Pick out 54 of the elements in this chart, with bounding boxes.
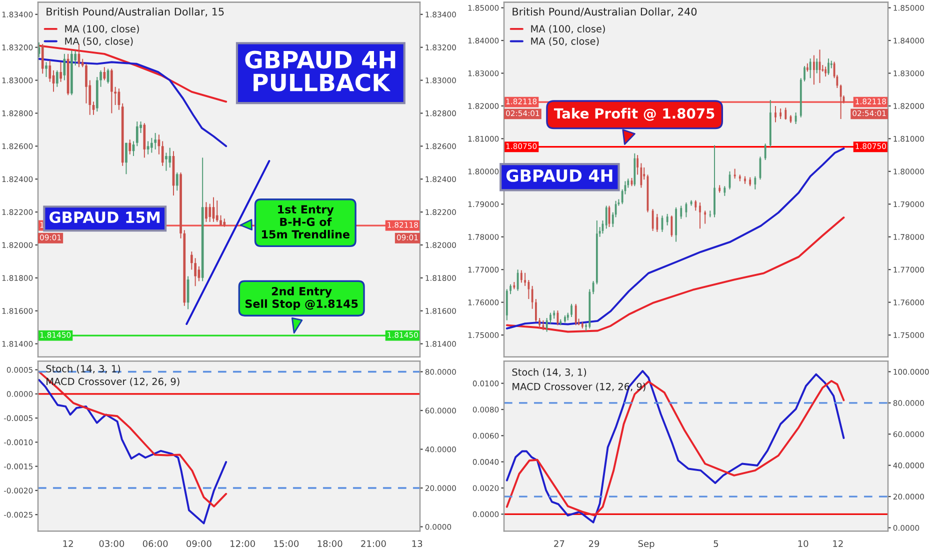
chart-title: British Pound/Australian Dollar, 240 (512, 8, 697, 17)
legend-label: MA (100, close) (531, 24, 605, 34)
candlestick (136, 120, 138, 147)
x-tick-label: 27 (554, 540, 564, 547)
candlestick (100, 70, 102, 88)
candlestick (190, 251, 193, 270)
annotation: 1st Entry B-H-G of 15m Trendline (262, 205, 350, 239)
candlestick (146, 140, 150, 155)
annotation: Take Profit @ 1.8075 (554, 108, 714, 121)
x-tick-label: 10 (798, 540, 808, 548)
x-tick-label: 09:00 (186, 540, 212, 548)
candlestick (168, 147, 172, 168)
legend-label: MA (50, close) (531, 37, 599, 46)
candlestick (56, 70, 58, 88)
candlestick (154, 132, 156, 150)
candlestick (85, 63, 88, 104)
candlestick (205, 202, 208, 222)
candlestick (176, 172, 178, 192)
x-tick-label: 18:00 (318, 540, 342, 548)
candlestick (114, 86, 117, 106)
candlestick (48, 60, 52, 82)
candlestick (63, 53, 66, 81)
candlestick (165, 152, 168, 172)
candlestick (208, 203, 212, 222)
annotation: 2nd Entry Sell Stop @1.8145 (245, 286, 358, 310)
x-tick-label: 15:00 (274, 540, 299, 548)
candlestick (150, 137, 153, 154)
x-tick-label: 06:00 (142, 540, 168, 548)
candlestick (103, 66, 106, 81)
x-tick-label: 03:00 (99, 540, 124, 548)
annotation: GBPAUD 4H (506, 169, 612, 182)
candlestick (45, 62, 48, 78)
candlestick (161, 140, 164, 166)
x-tick-label: 12 (833, 540, 843, 547)
x-tick-label: 29 (588, 540, 600, 548)
chart-title: British Pound/Australian Dollar, 15 (46, 8, 224, 17)
x-tick-label: 13 (412, 540, 422, 548)
x-tick-label: 21:00 (361, 540, 386, 548)
candlestick (41, 44, 44, 74)
x-tick-label: 5 (714, 540, 718, 548)
candlestick (125, 142, 128, 175)
candlestick (110, 68, 113, 114)
x-tick-label: 12 (63, 540, 73, 547)
candlestick (216, 200, 218, 222)
legend-label: MA (50, close) (65, 37, 133, 46)
x-tick-label: Sep (638, 540, 654, 549)
candlestick (128, 139, 132, 155)
annotation: Stoch (14, 3, 1) (512, 368, 586, 377)
annotation: GBPAUD 15M (50, 211, 160, 224)
x-tick-label: 12:00 (230, 540, 255, 548)
candlestick (194, 258, 196, 287)
annotation: GBPAUD 4H PULLBACK (245, 50, 396, 92)
legend-label: MA (100, close) (65, 24, 139, 34)
candlestick (60, 62, 62, 82)
